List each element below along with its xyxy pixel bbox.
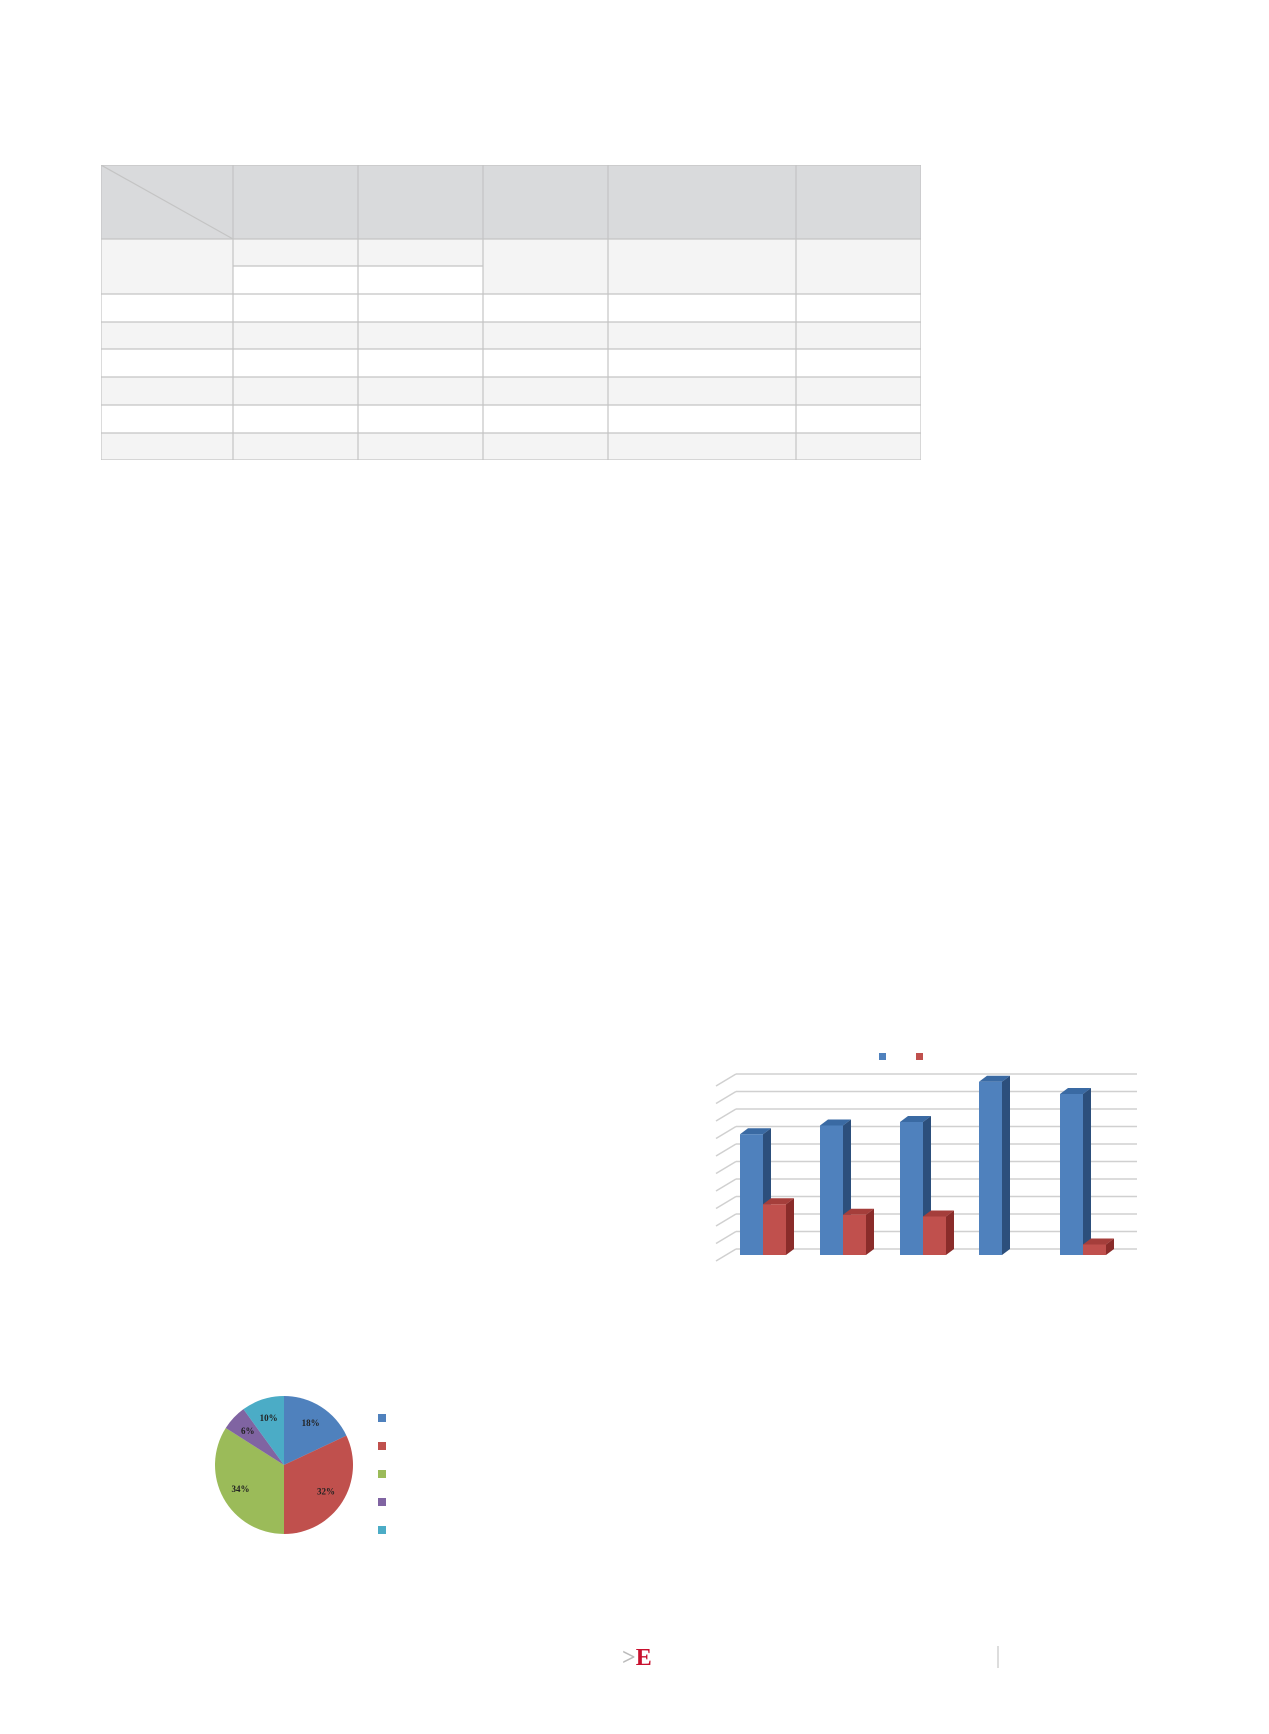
gridline-depth <box>715 1230 737 1245</box>
pie-slice <box>284 1396 347 1465</box>
table-diagonal-divider <box>101 165 234 240</box>
bar <box>740 1134 763 1255</box>
footer-divider <box>997 1646 999 1668</box>
bar-top <box>923 1210 954 1217</box>
pie-data-label: 10% <box>260 1413 278 1423</box>
bar <box>923 1216 946 1255</box>
table-row <box>101 322 921 349</box>
pie-slice <box>215 1428 284 1534</box>
bar-top <box>820 1119 851 1126</box>
gridline-depth <box>715 1125 737 1140</box>
pie-data-label: 6% <box>241 1426 255 1436</box>
bar-side <box>1002 1075 1010 1255</box>
gridline-depth <box>715 1073 737 1087</box>
bar <box>979 1081 1002 1255</box>
pie-data-label: 32% <box>317 1487 335 1497</box>
legend-swatch <box>378 1498 386 1506</box>
table-header-row <box>101 165 921 239</box>
gridline-depth <box>715 1195 737 1210</box>
data-table <box>101 165 921 460</box>
legend-swatch <box>378 1526 386 1534</box>
gridline-depth <box>715 1248 737 1262</box>
bar <box>900 1122 923 1255</box>
bar-top <box>843 1208 874 1215</box>
bar-top <box>979 1075 1010 1082</box>
bar-top <box>900 1116 931 1122</box>
gridline-depth <box>715 1143 737 1157</box>
footer-logo: >E <box>622 1645 652 1671</box>
bar <box>1060 1094 1083 1255</box>
table-row <box>101 433 921 460</box>
bar-top <box>1060 1088 1091 1094</box>
bar <box>843 1214 866 1255</box>
legend-swatch <box>378 1470 386 1478</box>
gridline-depth <box>715 1213 737 1227</box>
legend-swatch <box>378 1442 386 1450</box>
table-row <box>101 405 921 433</box>
bar-top <box>740 1128 771 1135</box>
bar-side <box>1083 1088 1091 1255</box>
pie-data-label: 34% <box>231 1484 249 1494</box>
gridline-depth <box>715 1108 737 1122</box>
table-row <box>101 294 921 322</box>
table-row <box>101 377 921 405</box>
gridline-depth <box>715 1090 737 1105</box>
pie-slice <box>225 1409 284 1465</box>
bar-top <box>1083 1238 1114 1245</box>
pie-data-label: 18% <box>302 1418 320 1428</box>
pie-slice <box>243 1396 284 1465</box>
bar-side <box>1106 1238 1114 1255</box>
bar-side <box>866 1208 874 1255</box>
table-row <box>101 349 921 377</box>
legend-swatch <box>378 1414 386 1422</box>
legend-swatch <box>916 1053 923 1060</box>
bar-side <box>946 1210 954 1255</box>
pie-slice <box>284 1435 353 1534</box>
bar-side <box>786 1198 794 1255</box>
legend-swatch <box>879 1053 886 1060</box>
gridline-depth <box>715 1178 737 1192</box>
gridline-depth <box>715 1160 737 1175</box>
bar-top <box>763 1198 794 1205</box>
bar <box>1083 1244 1106 1255</box>
bar <box>763 1204 786 1255</box>
bar <box>820 1125 843 1255</box>
